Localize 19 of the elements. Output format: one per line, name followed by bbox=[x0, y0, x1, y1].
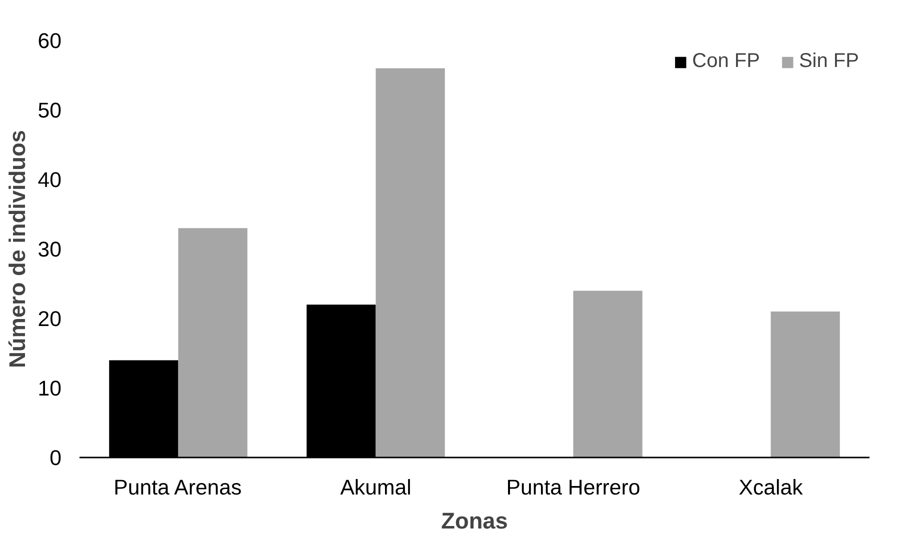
x-axis-title: Zonas bbox=[441, 508, 508, 534]
x-tick-label: Punta Arenas bbox=[114, 476, 242, 500]
bar bbox=[376, 68, 445, 458]
y-tick-label: 60 bbox=[38, 29, 62, 53]
bar bbox=[178, 228, 248, 458]
y-tick-label: 0 bbox=[50, 446, 62, 470]
bar bbox=[573, 290, 642, 458]
y-axis-title: Número de individuos bbox=[4, 130, 30, 368]
y-tick-label: 30 bbox=[38, 238, 62, 262]
x-tick-label: Xcalak bbox=[738, 476, 804, 500]
y-tick-label: 40 bbox=[38, 168, 62, 192]
y-tick-label: 20 bbox=[38, 307, 62, 331]
y-tick-label: 10 bbox=[38, 376, 62, 400]
y-tick-label: 50 bbox=[38, 98, 62, 122]
legend-label: Sin FP bbox=[798, 50, 859, 73]
legend-label: Con FP bbox=[692, 50, 760, 73]
bar bbox=[770, 312, 840, 458]
x-tick-label: Akumal bbox=[340, 476, 412, 500]
x-tick-label: Punta Herrero bbox=[506, 476, 640, 500]
